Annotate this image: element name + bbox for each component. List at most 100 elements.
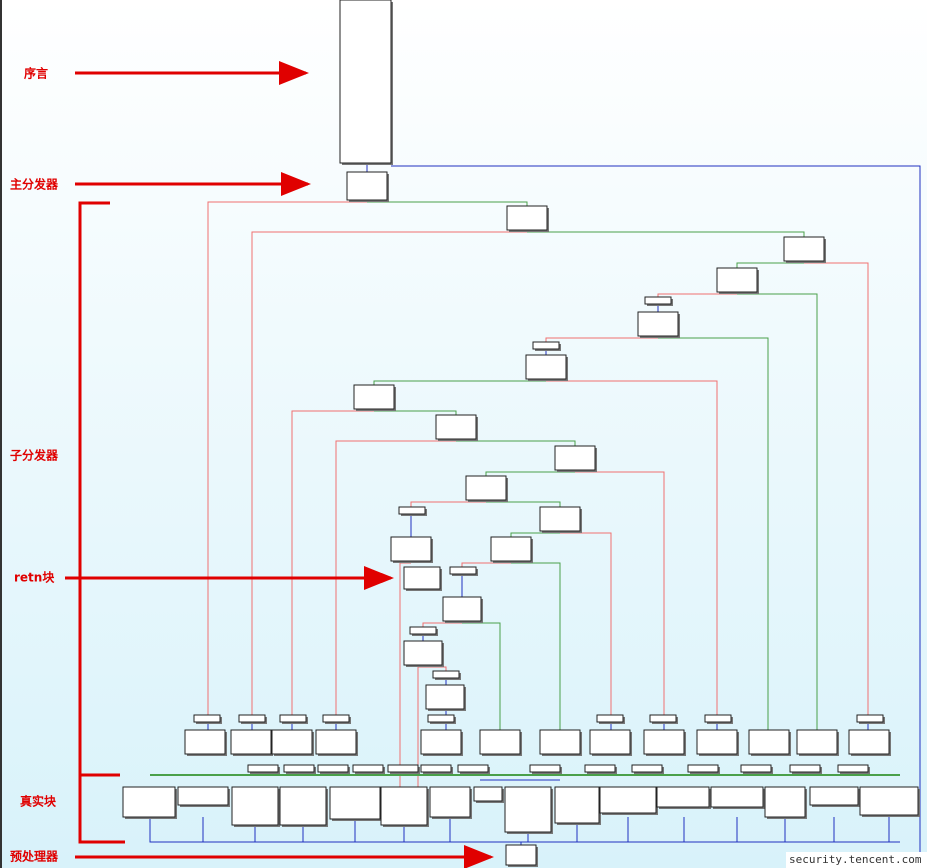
bracket [78, 201, 125, 844]
block [506, 205, 548, 231]
block [539, 506, 581, 532]
block [352, 764, 384, 773]
edge [449, 817, 521, 843]
block [704, 714, 732, 723]
edge [527, 231, 805, 237]
block [193, 714, 221, 723]
block [696, 729, 738, 755]
block [390, 536, 432, 562]
edge [335, 440, 456, 715]
block [687, 764, 719, 773]
edge [374, 410, 457, 415]
block [710, 786, 764, 808]
block [435, 414, 477, 440]
annotations: 序言 主分发器 子分发器 retn块 真实块 预处理器 [10, 61, 494, 868]
block [796, 729, 838, 755]
edge [207, 201, 367, 715]
block [631, 764, 663, 773]
edge [485, 471, 575, 476]
edge [486, 501, 561, 507]
block [449, 566, 477, 575]
watermark: security.tencent.com [789, 853, 922, 866]
edge [391, 165, 921, 868]
block [429, 786, 471, 818]
edge [658, 337, 769, 730]
block [339, 0, 392, 164]
block [504, 786, 552, 833]
block [525, 354, 567, 380]
edge [251, 231, 527, 715]
edge [373, 380, 546, 385]
block [539, 729, 581, 755]
block [279, 714, 307, 723]
block [247, 764, 279, 773]
label: 序言 [24, 66, 48, 81]
block [529, 764, 561, 773]
block [644, 296, 672, 305]
block [322, 714, 350, 723]
block [599, 786, 657, 814]
edge [575, 471, 665, 715]
block [279, 786, 327, 826]
blocks [122, 0, 920, 867]
watermark-bg [786, 852, 927, 868]
block [656, 786, 710, 808]
block [387, 764, 419, 773]
label: 真实块 [20, 794, 57, 809]
edge [410, 501, 486, 507]
block [848, 729, 890, 755]
block [283, 764, 315, 773]
block [380, 786, 428, 826]
block [649, 714, 677, 723]
block [856, 714, 884, 723]
block [764, 786, 806, 818]
block [505, 844, 537, 866]
block [184, 729, 226, 755]
block [837, 764, 869, 773]
block [490, 536, 532, 562]
block [457, 764, 489, 773]
block [783, 236, 825, 262]
block [231, 786, 279, 826]
label: 主分发器 [10, 177, 59, 192]
block [403, 640, 443, 666]
block [532, 341, 560, 350]
edge [546, 380, 718, 730]
edge [657, 293, 737, 297]
block [479, 729, 521, 755]
block [238, 714, 266, 723]
block [596, 714, 624, 723]
label: retn块 [14, 570, 55, 585]
edge [367, 201, 528, 206]
block [403, 566, 441, 590]
block [329, 786, 381, 820]
edge [456, 440, 576, 446]
block [353, 384, 395, 410]
edge [545, 337, 658, 342]
block [789, 764, 821, 773]
block [716, 267, 758, 293]
edge [521, 817, 890, 843]
label: 子分发器 [10, 448, 59, 463]
block [748, 729, 790, 755]
block [589, 729, 631, 755]
block [177, 786, 229, 806]
block [420, 729, 462, 755]
block [554, 445, 596, 471]
block [420, 764, 452, 773]
block [740, 764, 772, 773]
block [432, 670, 460, 679]
block [230, 729, 272, 755]
block [271, 729, 313, 755]
block [122, 786, 176, 818]
block [317, 764, 349, 773]
block [584, 764, 616, 773]
block [398, 506, 426, 515]
block [643, 729, 685, 755]
block [425, 684, 465, 710]
edge [737, 293, 818, 730]
block [427, 714, 455, 723]
block [315, 729, 357, 755]
block [473, 786, 503, 802]
